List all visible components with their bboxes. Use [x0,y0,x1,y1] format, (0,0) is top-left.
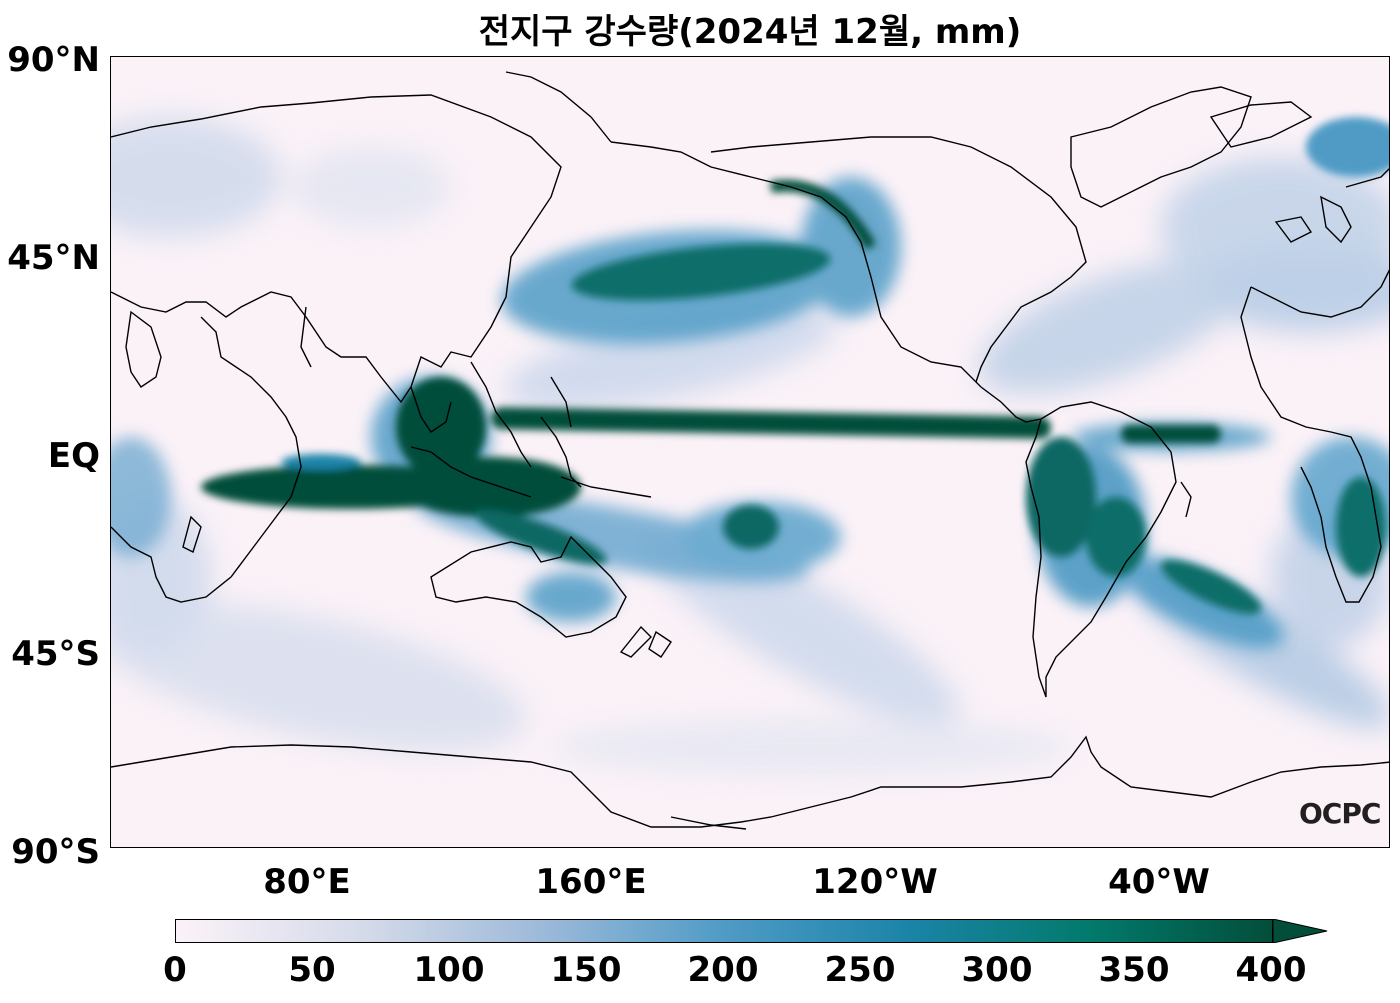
y-tick-label-90s: 90°S [11,832,100,872]
x-tick-label-160e: 160°E [535,862,647,902]
colorbar-tick-300: 300 [961,950,1033,990]
colorbar-tick-0: 0 [163,950,187,990]
y-tick-label-90n: 90°N [7,40,100,80]
colorbar [175,919,1273,943]
ocpc-logo: OCPC [1299,797,1381,830]
y-tick-label-eq: EQ [47,436,100,476]
coastlines [111,71,1389,830]
colorbar-extend-arrow [1273,919,1328,943]
colorbar-tick-200: 200 [687,950,759,990]
x-tick-label-40w: 40°W [1108,862,1210,902]
chart-title: 전지구 강수량(2024년 12월, mm) [478,12,1022,52]
colorbar-tick-100: 100 [413,950,485,990]
colorbar-tick-400: 400 [1235,950,1307,990]
colorbar-tick-150: 150 [550,950,622,990]
x-tick-label-120w: 120°W [812,862,938,902]
precipitation-map: OCPC [110,56,1390,848]
colorbar-tick-250: 250 [824,950,896,990]
colorbar-tick-350: 350 [1098,950,1170,990]
map-svg [111,57,1389,847]
y-tick-label-45s: 45°S [11,634,100,674]
heavy-precip-layer [201,117,1389,614]
colorbar-tick-50: 50 [288,950,336,990]
y-tick-label-45n: 45°N [7,238,100,278]
x-tick-label-80e: 80°E [263,862,351,902]
